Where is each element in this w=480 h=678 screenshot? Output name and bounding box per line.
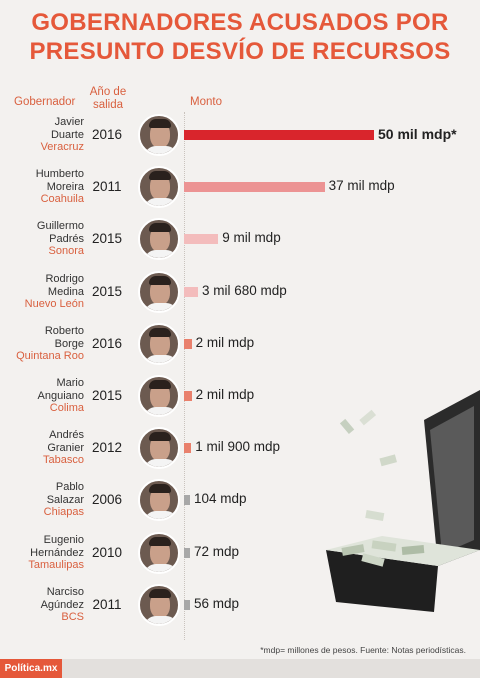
amount-bar — [184, 391, 192, 401]
governor-last-name: Agúndez — [40, 598, 84, 611]
governor-state: Coahuila — [40, 193, 84, 205]
amount-bar — [184, 130, 374, 140]
amount-bar — [184, 287, 198, 297]
governor-name: Roberto Borge Quintana Roo — [0, 325, 84, 363]
governor-state: BCS — [61, 611, 84, 623]
amount-bar — [184, 182, 325, 192]
exit-year: 2015 — [91, 388, 123, 403]
chart-title: GOBERNADORES ACUSADOS POR PRESUNTO DESVÍ… — [0, 8, 480, 66]
amount-label: 1 mil 900 mdp — [195, 439, 281, 454]
governor-first-name: Rodrigo — [45, 273, 84, 285]
amount-label: 56 mdp — [194, 596, 240, 611]
governor-photo — [138, 218, 180, 260]
governor-first-name: Andrés — [49, 429, 84, 441]
governor-name: Guillermo Padrés Sonora — [0, 220, 84, 258]
governor-state: Chiapas — [43, 506, 84, 518]
title-line-2: PRESUNTO DESVÍO DE RECURSOS — [29, 38, 451, 65]
governor-last-name: Salazar — [46, 493, 84, 506]
governor-name: Narciso Agúndez BCS — [0, 586, 84, 624]
footnote: *mdp= millones de pesos. Fuente: Notas p… — [260, 645, 466, 655]
amount-label: 50 mil mdp* — [378, 126, 457, 142]
amount-label: 9 mil mdp — [222, 230, 281, 245]
amount-label: 104 mdp — [194, 491, 247, 506]
governor-photo — [138, 375, 180, 417]
governor-state: Sonora — [48, 245, 84, 257]
governor-last-name: Medina — [47, 285, 84, 298]
governor-first-name: Eugenio — [43, 534, 84, 546]
amount-label: 3 mil 680 mdp — [201, 283, 287, 298]
governor-last-name: Anguiano — [37, 389, 85, 402]
amount-label: 37 mil mdp — [328, 178, 395, 193]
exit-year: 2016 — [91, 336, 123, 351]
governor-photo — [138, 479, 180, 521]
exit-year: 2011 — [92, 597, 122, 612]
amount-bar — [184, 443, 192, 453]
exit-year: 2010 — [91, 545, 123, 560]
governor-photo — [138, 427, 180, 469]
governor-state: Tamaulipas — [28, 559, 84, 571]
governor-state: Quintana Roo — [16, 350, 84, 362]
governor-first-name: Mario — [56, 377, 84, 389]
governor-first-name: Narciso — [46, 586, 84, 598]
governor-name: Rodrigo Medina Nuevo León — [0, 273, 84, 311]
exit-year: 2012 — [91, 440, 123, 455]
governor-name: Javier Duarte Veracruz — [0, 116, 84, 154]
governor-name: Pablo Salazar Chiapas — [0, 481, 84, 519]
footer-bar — [0, 659, 480, 678]
governor-first-name: Roberto — [44, 325, 84, 337]
header-year-line-2: salida — [92, 99, 124, 111]
governor-photo — [138, 166, 180, 208]
governor-last-name: Padrés — [49, 232, 84, 245]
header-year: Año de salida — [88, 86, 128, 112]
governor-last-name: Moreira — [46, 180, 84, 193]
header-year-line-1: Año de — [89, 86, 127, 98]
exit-year: 2006 — [91, 492, 123, 507]
title-line-1: GOBERNADORES ACUSADOS POR — [31, 9, 449, 36]
amount-bar — [184, 600, 190, 610]
governor-state: Nuevo León — [24, 298, 84, 310]
governor-photo — [138, 114, 180, 156]
brand-logo: Política.mx — [0, 659, 62, 678]
governor-last-name: Hernández — [30, 546, 84, 559]
axis-guide-line — [184, 112, 186, 640]
amount-bar — [184, 339, 192, 349]
governor-name: Humberto Moreira Coahuila — [0, 168, 84, 206]
governor-photo — [138, 323, 180, 365]
amount-bar — [184, 495, 190, 505]
governor-last-name: Borge — [54, 337, 84, 350]
governor-name: Eugenio Hernández Tamaulipas — [0, 534, 84, 572]
governor-first-name: Guillermo — [36, 220, 84, 232]
exit-year: 2015 — [91, 231, 123, 246]
governor-first-name: Pablo — [55, 481, 84, 493]
governor-first-name: Javier — [54, 116, 84, 128]
header-amount: Monto — [190, 96, 222, 108]
governor-photo — [138, 584, 180, 626]
governor-last-name: Duarte — [50, 128, 84, 141]
amount-label: 72 mdp — [194, 544, 240, 559]
governor-state: Tabasco — [43, 454, 84, 466]
amount-bar — [184, 548, 190, 558]
exit-year: 2011 — [92, 179, 122, 194]
governor-name: Andrés Granier Tabasco — [0, 429, 84, 467]
governor-photo — [138, 271, 180, 313]
governor-name: Mario Anguiano Colima — [0, 377, 85, 415]
governor-photo — [138, 532, 180, 574]
governor-last-name: Granier — [47, 441, 84, 454]
amount-bar — [184, 234, 219, 244]
exit-year: 2016 — [91, 127, 123, 142]
amount-label: 2 mil mdp — [195, 387, 255, 402]
header-governor: Gobernador — [14, 96, 76, 108]
exit-year: 2015 — [91, 284, 123, 299]
amount-label: 2 mil mdp — [195, 335, 255, 350]
governor-state: Veracruz — [40, 141, 84, 153]
governor-first-name: Humberto — [35, 168, 84, 180]
money-briefcase-illustration — [326, 390, 480, 612]
governor-state: Colima — [49, 402, 84, 414]
